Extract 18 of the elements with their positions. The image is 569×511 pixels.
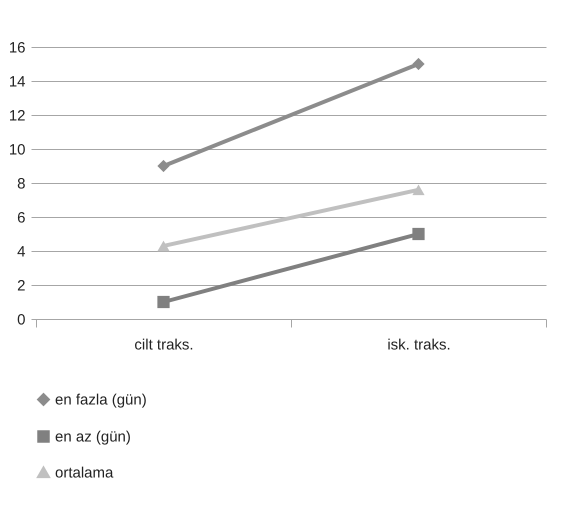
point [412, 58, 425, 70]
x-tick-label: cilt traks. [134, 336, 194, 354]
y-tick-label: 10 [8, 142, 26, 158]
point [157, 296, 170, 308]
y-tick-label: 0 [17, 312, 26, 328]
y-tick-label: 12 [8, 108, 26, 124]
x-tick-label: isk. traks. [387, 336, 451, 354]
y-tick-label: 16 [8, 40, 26, 56]
y-tick-label: 4 [17, 244, 26, 260]
y-tick-label: 8 [17, 176, 26, 192]
y-tick-label: 14 [8, 74, 26, 90]
legend-label: en fazla (gün) [55, 392, 147, 408]
y-tick-label: 2 [17, 278, 26, 294]
legend-label: ortalama [55, 464, 114, 482]
legend-label: en az (gün) [55, 428, 131, 446]
y-tick-label: 6 [17, 210, 26, 226]
point [157, 160, 170, 172]
point [412, 228, 425, 240]
